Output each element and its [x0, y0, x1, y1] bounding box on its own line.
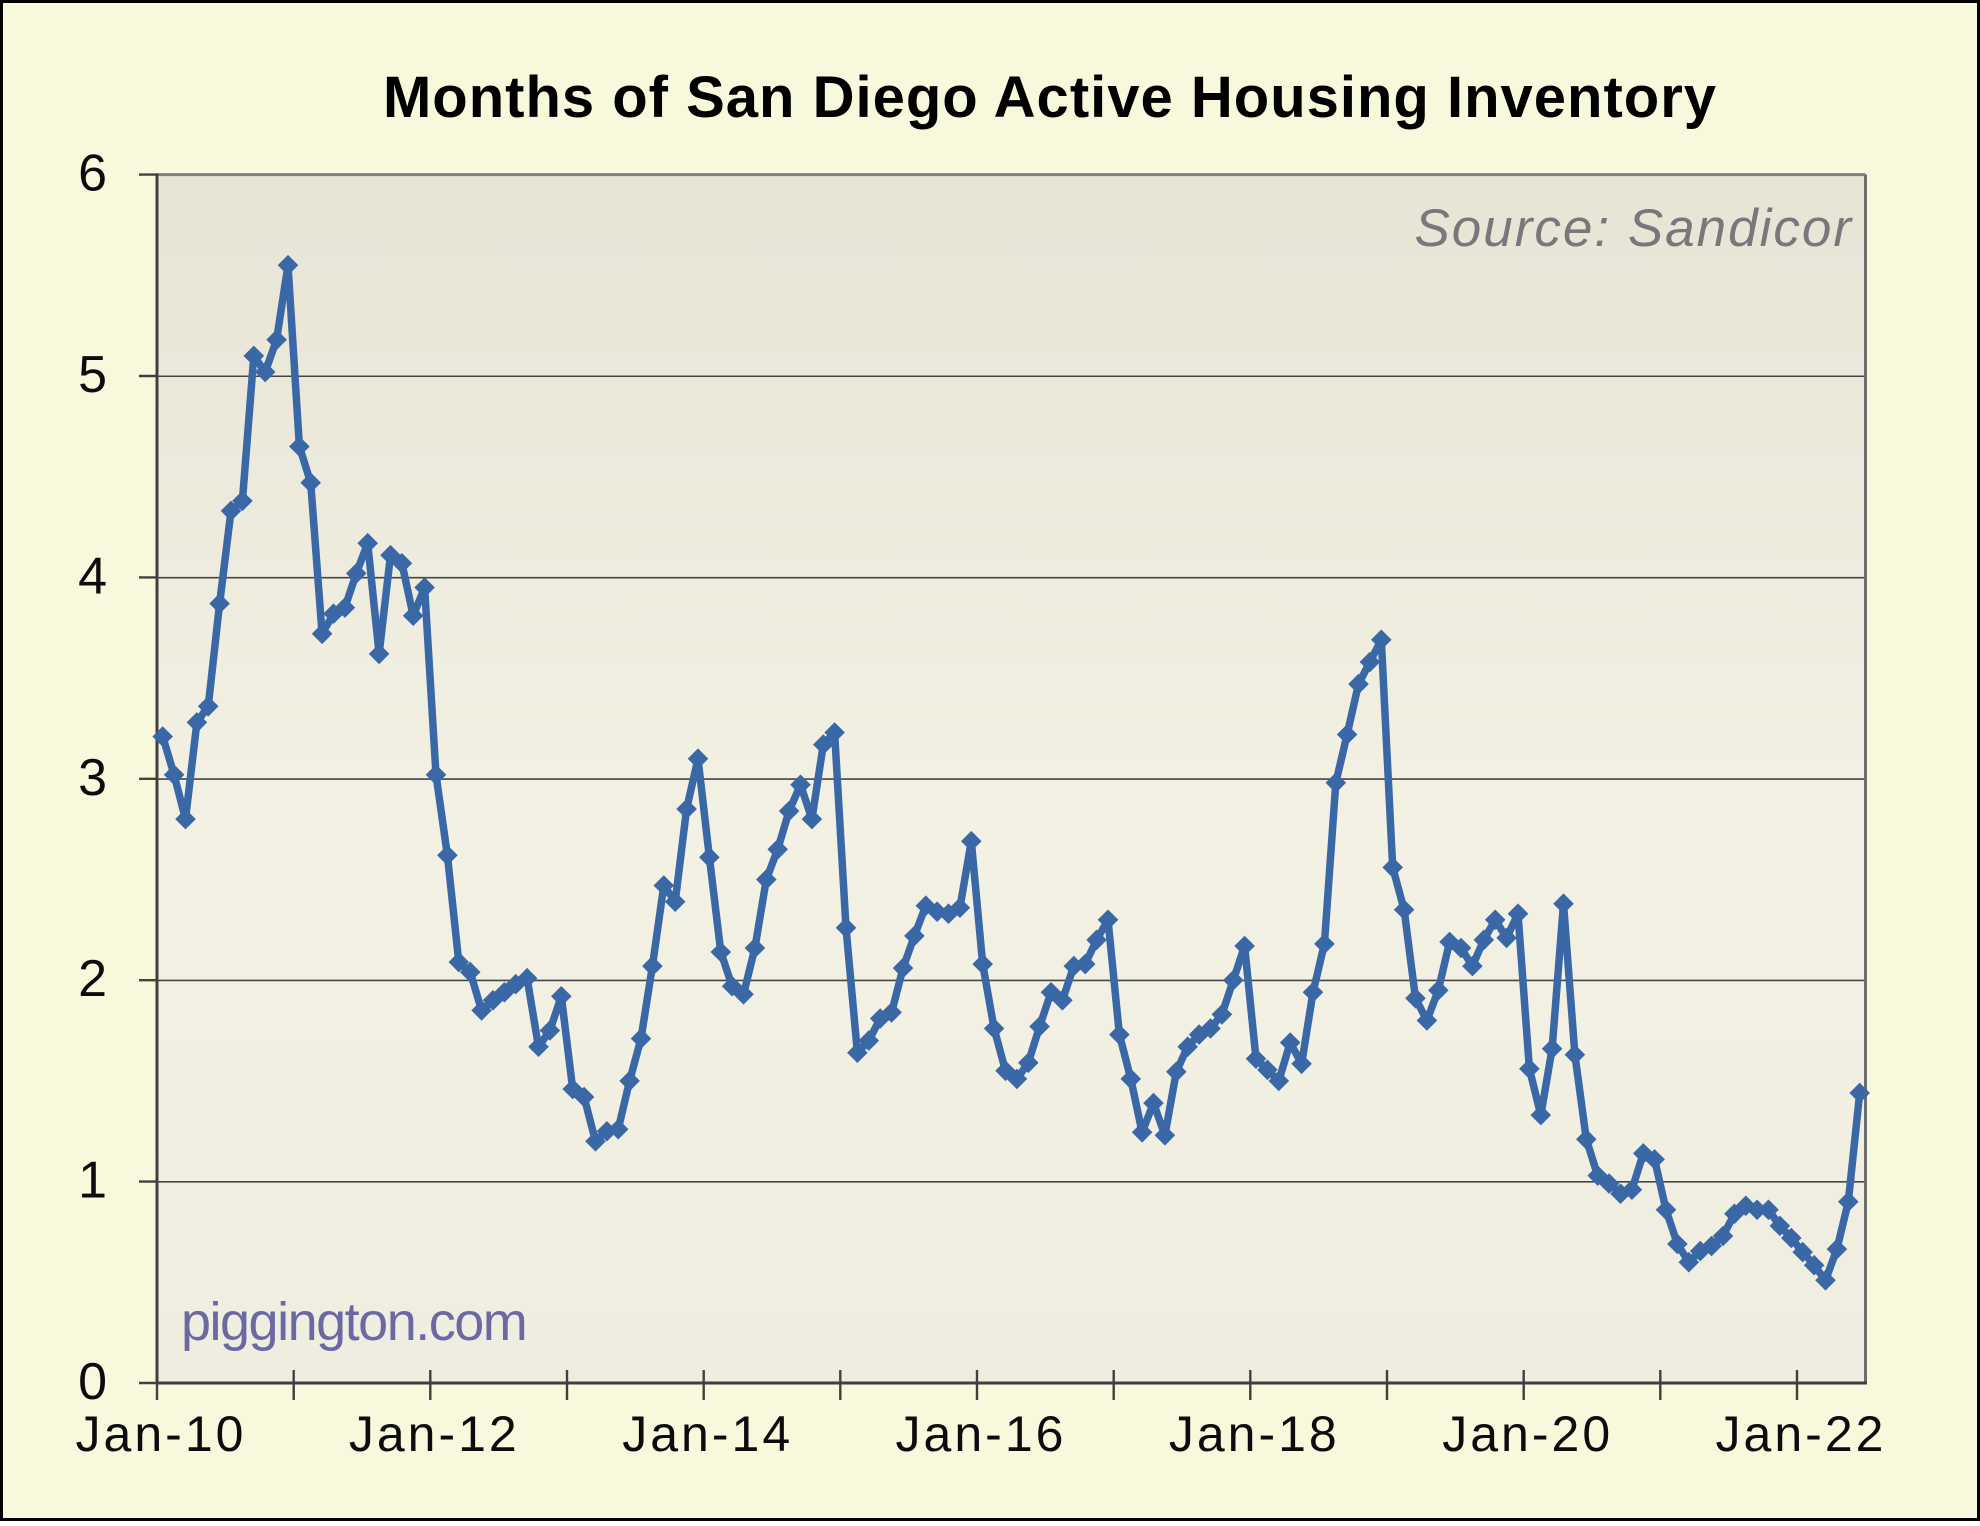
- svg-text:0: 0: [78, 1353, 107, 1411]
- svg-text:Months of San Diego Active Hou: Months of San Diego Active Housing Inven…: [383, 65, 1717, 130]
- svg-text:piggington.com: piggington.com: [181, 1292, 526, 1352]
- svg-text:Jan-20: Jan-20: [1442, 1406, 1613, 1462]
- svg-text:Jan-22: Jan-22: [1716, 1406, 1887, 1462]
- svg-text:Jan-14: Jan-14: [622, 1406, 793, 1462]
- svg-text:Jan-12: Jan-12: [349, 1406, 520, 1462]
- svg-text:Jan-18: Jan-18: [1169, 1406, 1340, 1462]
- svg-text:5: 5: [78, 346, 107, 404]
- svg-text:3: 3: [78, 749, 107, 807]
- svg-text:6: 6: [78, 145, 107, 203]
- svg-text:1: 1: [78, 1152, 107, 1210]
- svg-text:2: 2: [78, 950, 107, 1008]
- svg-text:Source: Sandicor: Source: Sandicor: [1414, 199, 1853, 258]
- svg-text:4: 4: [78, 547, 107, 605]
- svg-text:Jan-16: Jan-16: [896, 1406, 1067, 1462]
- svg-text:Jan-10: Jan-10: [76, 1406, 247, 1462]
